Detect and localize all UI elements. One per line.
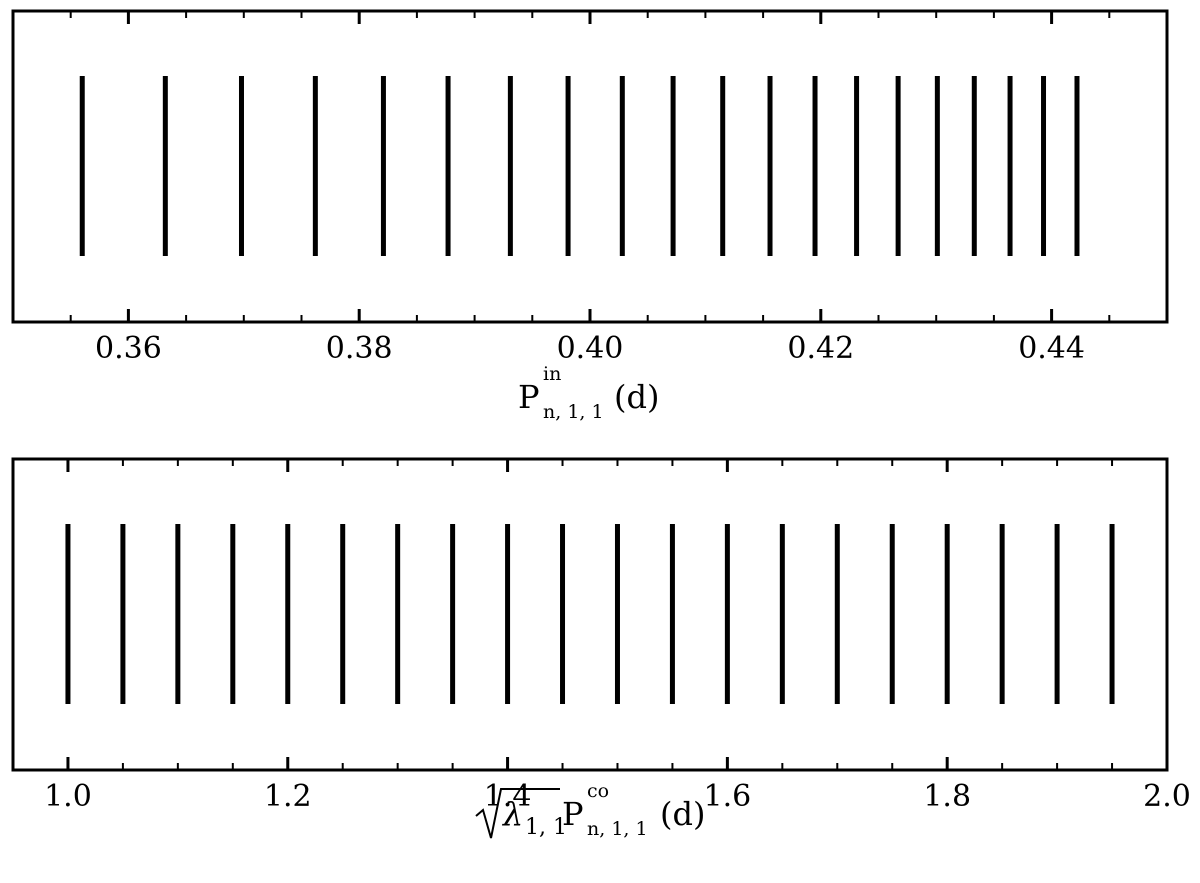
x-axis-label-sub: n, 1, 1 [543, 401, 604, 423]
x-tick-label: 1.4 [484, 779, 532, 814]
x-tick-label: 0.40 [557, 331, 624, 366]
x-axis-label-sup: co [587, 780, 609, 802]
x-tick-label: 1.2 [264, 779, 312, 814]
x-axis-label-unit: (d) [614, 378, 659, 416]
x-axis-label-base: P [518, 378, 540, 416]
x-axis-label-sub: n, 1, 1 [587, 818, 648, 840]
x-tick-label: 0.44 [1018, 331, 1085, 366]
x-axis-label-unit: (d) [660, 795, 705, 833]
x-tick-label: 1.8 [923, 779, 971, 814]
x-axis-label-base: P [562, 795, 584, 833]
x-axis-label-sup: in [543, 363, 561, 385]
radical-sign [475, 788, 560, 839]
x-axis-label-root: λ [501, 795, 523, 833]
x-axis-label-root-sub: 1, 1 [525, 815, 567, 840]
x-tick-label: 0.42 [787, 331, 854, 366]
x-tick-label: 0.38 [326, 331, 393, 366]
x-tick-label: 1.0 [44, 779, 92, 814]
x-tick-label: 1.6 [704, 779, 752, 814]
axes-frame [11, 9, 1169, 324]
x-tick-label: 2.0 [1143, 779, 1191, 814]
x-tick-label: 0.36 [95, 331, 162, 366]
axes-frame [11, 457, 1169, 772]
